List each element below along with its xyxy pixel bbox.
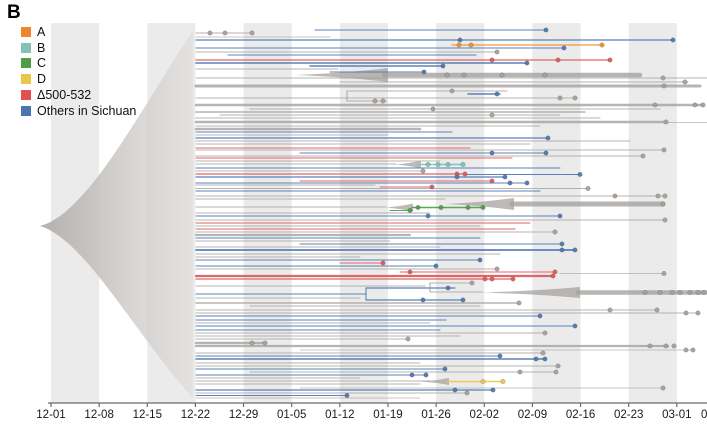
legend-item-6: Others in Sichuan [21,103,136,119]
root-fan [40,30,193,398]
legend-label: Δ500-532 [37,88,92,103]
legend-item-5: Δ500-532 [21,87,136,103]
legend-swatch [21,42,31,53]
axis-tick-label: 03-01 [662,409,691,421]
brackets-layer [346,91,431,300]
legend-swatch [21,58,31,69]
legend-item-1: A [21,24,136,40]
legend-label: A [37,24,46,39]
axis-tick-label: 01-26 [421,409,450,421]
legend-item-3: C [21,56,136,72]
legend-swatch [21,105,31,116]
legend-label: Others in Sichuan [37,103,137,118]
panel-label: B [7,2,22,23]
legend: A B C D Δ500-532 Others in Sichuan [21,24,136,119]
legend-swatch [21,74,31,85]
axis-tick-label: 12-01 [36,409,65,421]
axis-tick-label: 02-09 [518,409,547,421]
legend-item-4: D [21,71,136,87]
axis-tick-label: 02-02 [470,409,499,421]
axis-tick-label: 01-19 [373,409,402,421]
time-axis: 12-01 12-08 12-15 12-22 12-29 01-05 01-12 01-19… [36,402,707,421]
axis-tick-label: 12-08 [84,409,113,421]
axis-tick-label: 02-23 [614,409,643,421]
legend-swatch [21,26,31,37]
axis-tick-label: 02-16 [566,409,595,421]
legend-label: D [37,72,47,87]
legend-label: C [37,56,47,71]
tip-dots-layer [207,27,707,399]
axis-tick-label: 01-12 [325,409,354,421]
branches-layer [194,29,707,399]
legend-swatch [21,90,31,101]
axis-tick-label: 12-15 [133,409,162,421]
axis-tick-label: 12-22 [181,409,210,421]
legend-label: B [37,40,46,55]
axis-tick-label: 12-29 [229,409,258,421]
axis-tick-label-partial: 0 [701,409,707,421]
legend-item-2: B [21,40,136,56]
axis-tick-label: 01-05 [277,409,306,421]
